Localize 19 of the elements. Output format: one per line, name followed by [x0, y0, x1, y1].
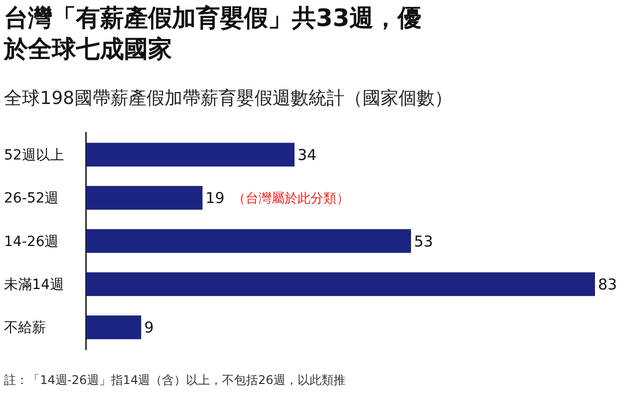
- y-tick-label: 52週以上: [4, 148, 64, 164]
- bar: [86, 229, 412, 253]
- bar: [86, 272, 595, 296]
- chart-title: 台灣「有薪產假加育嬰假」共33週，優於全球七成國家: [3, 4, 422, 63]
- annotation: （台灣屬於此分類）: [232, 191, 350, 206]
- data-label: 9: [144, 318, 154, 337]
- chart-subtitle: 全球198國帶薪產假加帶薪育嬰假週數統計（國家個數）: [4, 88, 452, 109]
- data-label: 53: [414, 232, 434, 250]
- bar: [86, 142, 295, 167]
- bar: [86, 186, 203, 210]
- y-tick-label: 26-52週: [4, 190, 59, 207]
- bar: [86, 315, 142, 340]
- data-label: 19: [206, 189, 225, 208]
- data-label: 83: [598, 275, 618, 294]
- y-tick-label: 不給薪: [4, 320, 46, 336]
- y-tick-label: 未滿14週: [4, 277, 64, 294]
- data-label: 34: [298, 146, 317, 164]
- text: 註：「14週-26週」指14週（含）以上，不包括26週，以此類推: [4, 373, 346, 387]
- y-tick-label: 14-26週: [4, 234, 59, 250]
